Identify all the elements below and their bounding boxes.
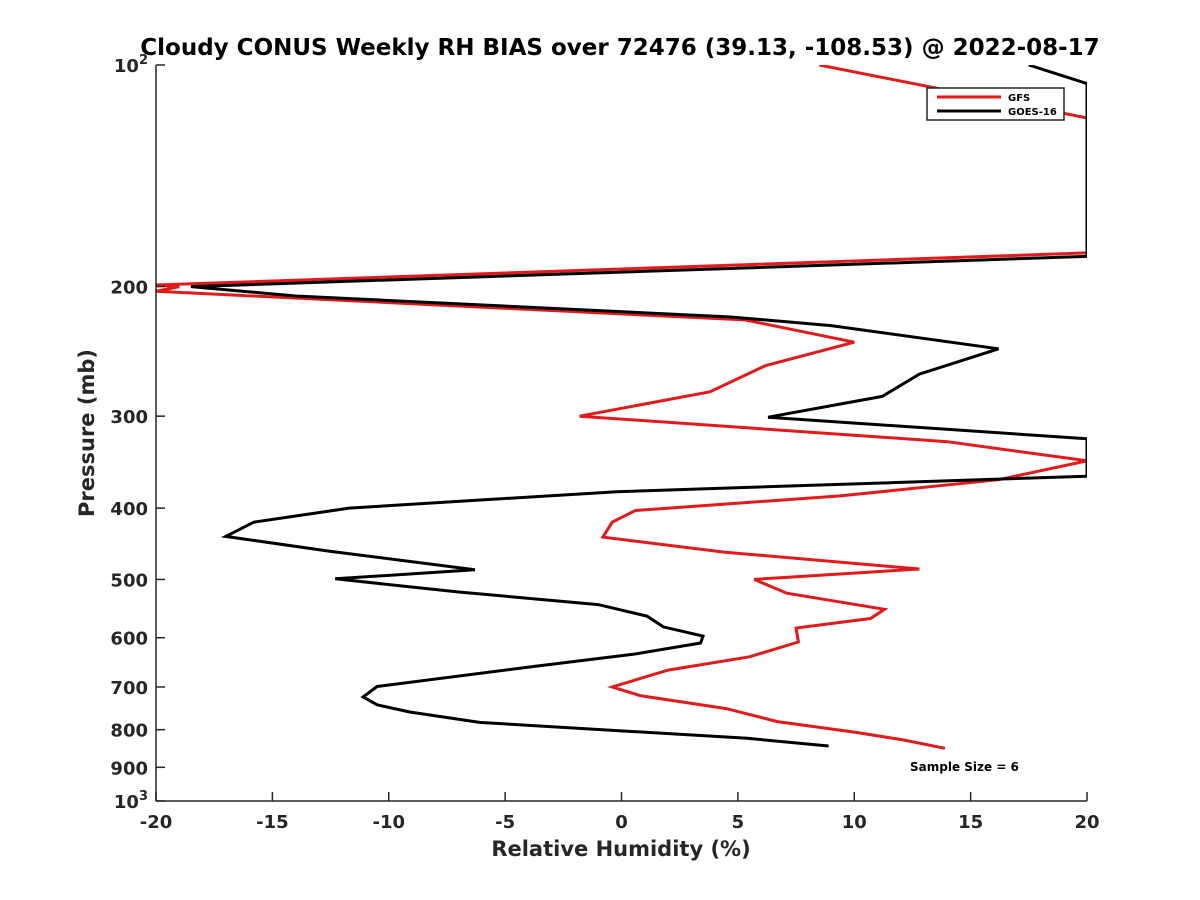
- y-tick-label-1000: 103: [114, 789, 148, 813]
- x-tick-label-20: 20: [1074, 812, 1099, 833]
- y-tick-label-100: 102: [114, 53, 148, 77]
- legend-label-gfs: GFS: [1008, 93, 1030, 104]
- y-tick-label-300: 300: [110, 407, 148, 428]
- legend-label-goes-16: GOES-16: [1008, 107, 1057, 118]
- sample-size-annotation: Sample Size = 6: [910, 760, 1019, 774]
- x-axis-ticks: -20 -15 -10 -5 0 5 10 15 20: [140, 792, 1100, 833]
- y-tick-label-400: 400: [110, 499, 148, 520]
- legend-box: [926, 87, 1065, 121]
- plot-area: -20 -15 -10 -5 0 5 10 15 20 102 200 300 400 500 600 70…: [110, 53, 1099, 833]
- legend[interactable]: GFS GOES-16: [926, 87, 1065, 121]
- x-tick-label-15: 15: [958, 812, 983, 833]
- y-axis-ticks: 102 200 300 400 500 600 700 800 900 103: [110, 53, 165, 813]
- y-tick-label-200: 200: [110, 278, 148, 299]
- y-tick-label-600: 600: [110, 629, 148, 650]
- plot-background: [156, 65, 1087, 801]
- y-axis-label: Pressure (mb): [75, 349, 99, 517]
- series-line-gfs: [156, 65, 1087, 750]
- x-tick-label-neg15: -15: [256, 812, 289, 833]
- chart-title: Cloudy CONUS Weekly RH BIAS over 72476 (…: [140, 35, 1099, 61]
- x-tick-label-neg5: -5: [495, 812, 515, 833]
- x-axis-label: Relative Humidity (%): [491, 837, 750, 861]
- x-tick-label-neg20: -20: [140, 812, 173, 833]
- y-tick-label-900: 900: [110, 758, 148, 779]
- y-tick-label-700: 700: [110, 678, 148, 699]
- y-tick-label-800: 800: [110, 721, 148, 742]
- series-line-goes-16: [190, 65, 1087, 748]
- series-layer: [156, 65, 1087, 750]
- x-tick-label-neg10: -10: [372, 812, 405, 833]
- x-tick-label-0: 0: [615, 812, 628, 833]
- y-tick-label-500: 500: [110, 570, 148, 591]
- x-tick-label-5: 5: [732, 812, 745, 833]
- x-tick-label-10: 10: [842, 812, 867, 833]
